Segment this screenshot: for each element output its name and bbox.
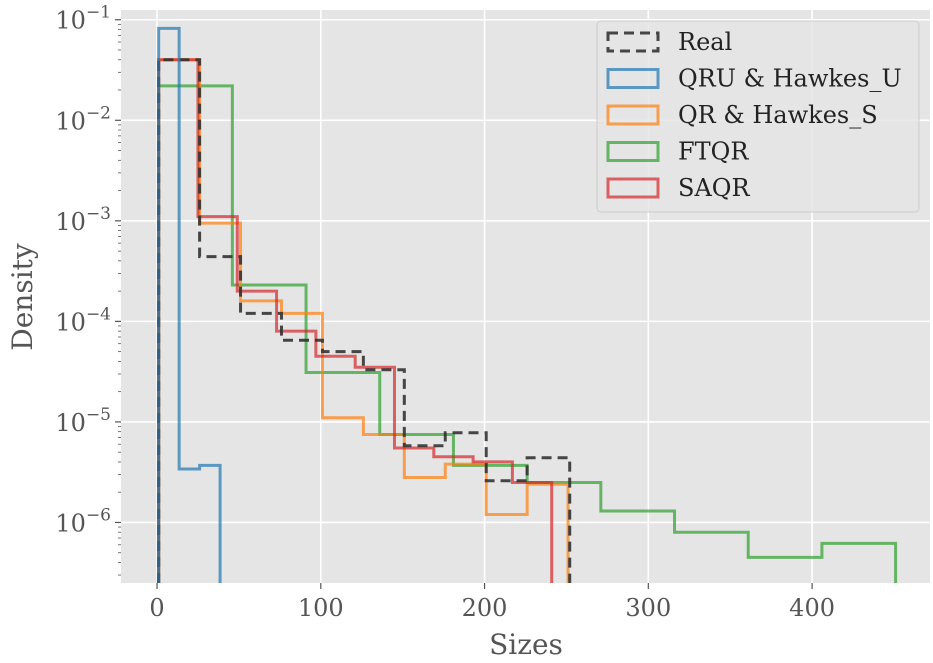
series-line-real (157, 58, 572, 583)
legend-handle (606, 68, 660, 89)
series-line-qr-hawkes-s (157, 58, 570, 583)
y-tick-label: 10−5 (55, 405, 111, 437)
y-tick-label: 10−4 (55, 304, 111, 336)
legend-label: QRU & Hawkes_U (678, 65, 902, 93)
legend-handle (606, 104, 660, 126)
x-axis-label: Sizes (489, 628, 563, 661)
y-tick-label: 10−1 (55, 3, 111, 35)
x-tick-label: 0 (149, 594, 164, 622)
y-tick-label: 10−2 (55, 103, 111, 135)
legend-label: SAQR (678, 174, 750, 202)
x-tick-label: 400 (789, 594, 835, 622)
series-line-saqr (157, 58, 554, 583)
legend-box (596, 20, 920, 213)
x-tick-label: 100 (298, 594, 344, 622)
y-axis-label: Density (6, 243, 39, 351)
legend-label: Real (678, 28, 732, 56)
y-axis-ticks: 10−6 10−5 10−4 10−3 10−2 10−1 (55, 3, 121, 576)
x-tick-label: 300 (625, 594, 671, 622)
x-axis-ticks: 0 100 200 300 400 (149, 583, 835, 622)
legend-handle (606, 177, 660, 199)
legend-handle (606, 141, 660, 162)
y-tick-label: 10−6 (55, 505, 111, 537)
y-tick-label: 10−3 (55, 204, 111, 236)
legend-label: FTQR (678, 138, 749, 166)
series-line-qru-hawkes-u (157, 26, 222, 583)
legend: Real QRU & Hawkes_U QR & Hawkes_S FTQR SAQR (596, 20, 920, 213)
x-tick-label: 200 (462, 594, 508, 622)
series-layer (157, 26, 898, 583)
legend-handle (606, 31, 660, 53)
legend-label: QR & Hawkes_S (678, 101, 878, 129)
